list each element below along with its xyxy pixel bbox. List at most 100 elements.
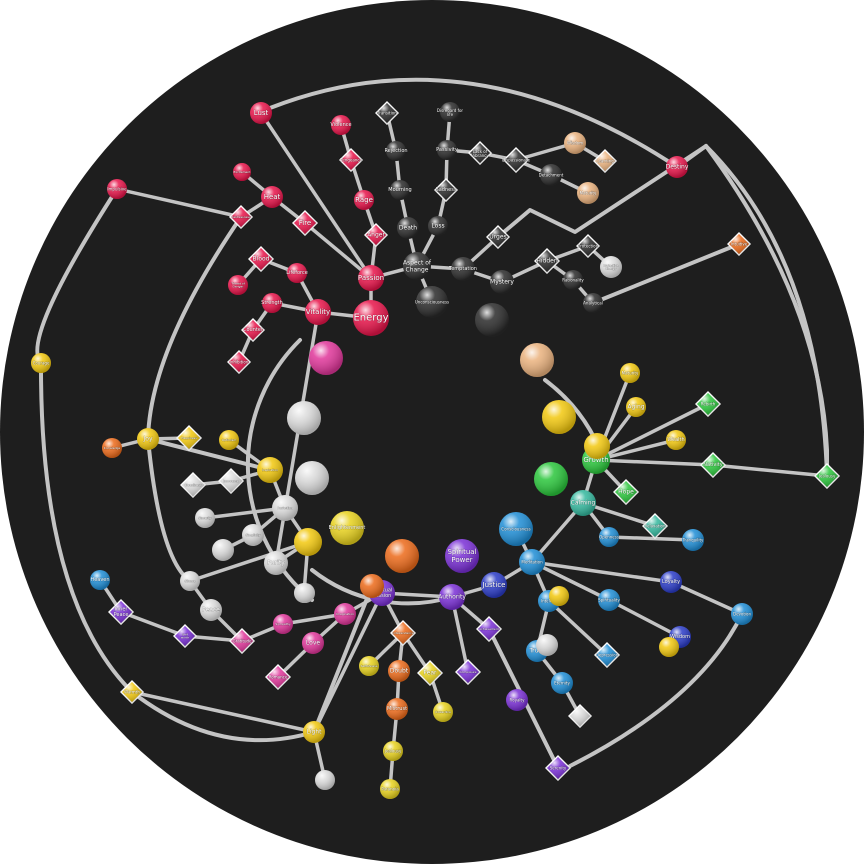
- node-spirituality[interactable]: Spirituality: [598, 589, 621, 611]
- node-orangesp[interactable]: [360, 574, 384, 598]
- node-sincerity[interactable]: Sincerity: [195, 508, 215, 528]
- node-hidden[interactable]: Hidden: [534, 248, 560, 274]
- node-mystery[interactable]: Mystery: [490, 270, 515, 294]
- node-hope[interactable]: Hope: [613, 479, 639, 505]
- node-imagination[interactable]: Imagination: [334, 603, 356, 625]
- node-blood[interactable]: Blood: [248, 246, 274, 272]
- node-achievement[interactable]: Achievement: [476, 616, 502, 642]
- node-greyplain[interactable]: [475, 303, 509, 337]
- node-heaven[interactable]: Heaven: [90, 570, 110, 590]
- node-calming[interactable]: Calming: [570, 490, 596, 516]
- node-lackvibrancy[interactable]: Lack of Vibrancy: [468, 141, 492, 165]
- node-magentaplain[interactable]: [309, 341, 343, 375]
- node-analytical[interactable]: Analytical: [583, 293, 603, 313]
- node-sadness[interactable]: Sadness: [434, 178, 458, 202]
- node-passivity[interactable]: Passivity: [436, 140, 458, 160]
- node-love[interactable]: Love: [302, 632, 324, 654]
- node-protectiveenergy[interactable]: Protective Energy: [600, 256, 622, 278]
- node-smallw[interactable]: [295, 583, 315, 603]
- node-loss[interactable]: Loss: [428, 216, 448, 236]
- node-goldpurity[interactable]: [294, 528, 322, 556]
- node-relaxation[interactable]: Relaxation: [642, 513, 668, 539]
- node-selfishness[interactable]: Selfishness: [359, 656, 379, 676]
- node-tranquility[interactable]: Tranquility: [681, 529, 704, 551]
- node-death[interactable]: Death: [397, 217, 419, 239]
- node-independence[interactable]: Independence: [390, 620, 416, 646]
- node-orangeplain[interactable]: [385, 539, 419, 573]
- node-courage[interactable]: Courage: [31, 353, 51, 373]
- node-romance[interactable]: Romance: [265, 664, 291, 690]
- node-warmth[interactable]: Warmth: [120, 680, 144, 704]
- node-goldwisdom[interactable]: [659, 637, 679, 657]
- node-passion[interactable]: Passion: [358, 265, 384, 291]
- node-learning[interactable]: Learning: [593, 149, 617, 173]
- node-inhibition[interactable]: Inhibition: [227, 350, 251, 374]
- node-mistrust[interactable]: Mistrust: [386, 698, 408, 720]
- node-vengeance[interactable]: Vengeance: [339, 148, 363, 172]
- node-energy[interactable]: Energy: [353, 300, 389, 336]
- node-serenity[interactable]: Serenity: [545, 755, 571, 781]
- node-urges[interactable]: Urges: [486, 225, 510, 249]
- node-spiritualpower[interactable]: Spiritual Power: [445, 539, 479, 573]
- node-cleanliness[interactable]: Cleanliness: [180, 472, 206, 498]
- node-counter[interactable]: Counter: [241, 318, 265, 342]
- node-protection[interactable]: Protection: [576, 234, 600, 258]
- node-detachment[interactable]: Detachment: [538, 164, 564, 186]
- node-intuitive[interactable]: Intuitive: [727, 232, 751, 256]
- node-rebirth[interactable]: Rebirth: [695, 391, 721, 417]
- node-authority[interactable]: Authority: [438, 584, 467, 610]
- node-eternity[interactable]: Eternity: [551, 672, 573, 694]
- node-fear[interactable]: Fear: [417, 660, 443, 686]
- node-greenplain[interactable]: [534, 462, 568, 496]
- node-anger[interactable]: Anger: [364, 223, 388, 247]
- node-silence[interactable]: Silence: [180, 571, 200, 591]
- node-selfworth[interactable]: Self worth: [173, 624, 197, 648]
- node-rage[interactable]: Rage: [354, 190, 374, 210]
- node-lust[interactable]: Lust: [250, 102, 272, 124]
- node-justice[interactable]: Justice: [481, 572, 507, 598]
- node-consciousness[interactable]: Consciousness: [499, 512, 533, 546]
- node-innocence[interactable]: Innocence: [218, 468, 244, 494]
- node-restlessness[interactable]: Restlessness: [229, 205, 253, 229]
- node-simplicity[interactable]: Simplicity: [242, 524, 264, 546]
- node-destiny[interactable]: Destiny: [665, 156, 689, 178]
- node-impulsive[interactable]: Impulsive: [107, 179, 127, 199]
- node-gratitude[interactable]: Gratitude: [229, 628, 255, 654]
- node-vitality[interactable]: Vitality: [305, 299, 331, 325]
- node-loyalty[interactable]: Loyalty: [660, 571, 682, 593]
- node-whiteplain2[interactable]: [295, 461, 329, 495]
- node-maturity_peach[interactable]: Maturity: [577, 182, 599, 204]
- node-bottomdiamondw[interactable]: [568, 704, 592, 728]
- node-aging[interactable]: Aging: [626, 397, 646, 417]
- node-strength[interactable]: Strength: [261, 293, 283, 313]
- node-doubt[interactable]: Doubt: [388, 660, 410, 682]
- node-nativity[interactable]: Nativity: [700, 452, 726, 478]
- node-fire[interactable]: Fire: [292, 210, 318, 236]
- node-threat[interactable]: Threat of Danger: [228, 275, 248, 295]
- node-sympathy[interactable]: Sympathy: [273, 614, 293, 634]
- node-cowardice[interactable]: Cowardice: [433, 702, 453, 722]
- node-composure[interactable]: Composure: [455, 659, 481, 685]
- node-knowledge[interactable]: Knowledge: [102, 438, 122, 458]
- node-transition[interactable]: Transition: [375, 101, 399, 125]
- node-heat[interactable]: Heat: [261, 186, 283, 208]
- node-mourning[interactable]: Mourning: [388, 180, 412, 200]
- node-happiness[interactable]: Happiness: [176, 425, 202, 451]
- node-aspect[interactable]: Aspect of Change: [403, 252, 432, 280]
- node-jealousy[interactable]: Jealousy: [814, 463, 840, 489]
- node-excitement[interactable]: Excitement: [233, 163, 252, 181]
- node-paranoia[interactable]: Paranoia: [380, 779, 400, 799]
- node-wealth[interactable]: Wealth: [666, 430, 686, 450]
- node-violence[interactable]: Violence: [330, 115, 352, 135]
- node-wisdom[interactable]: Wisdom: [669, 626, 691, 648]
- node-jealousy2[interactable]: Jealousy: [383, 741, 403, 761]
- node-goldplain[interactable]: [542, 400, 576, 434]
- node-peachplain[interactable]: [520, 343, 554, 377]
- node-disregard[interactable]: Disregard for life: [437, 102, 464, 122]
- node-unconsciousness[interactable]: Unconsciousness: [415, 286, 449, 318]
- node-light[interactable]: Light: [303, 721, 325, 743]
- node-inspiration[interactable]: Inspiration: [257, 457, 283, 483]
- node-meditation[interactable]: Meditation: [519, 549, 545, 575]
- node-enlightenment[interactable]: Enlightenment: [328, 511, 366, 545]
- node-lifeforce[interactable]: Lifeforce: [286, 263, 308, 283]
